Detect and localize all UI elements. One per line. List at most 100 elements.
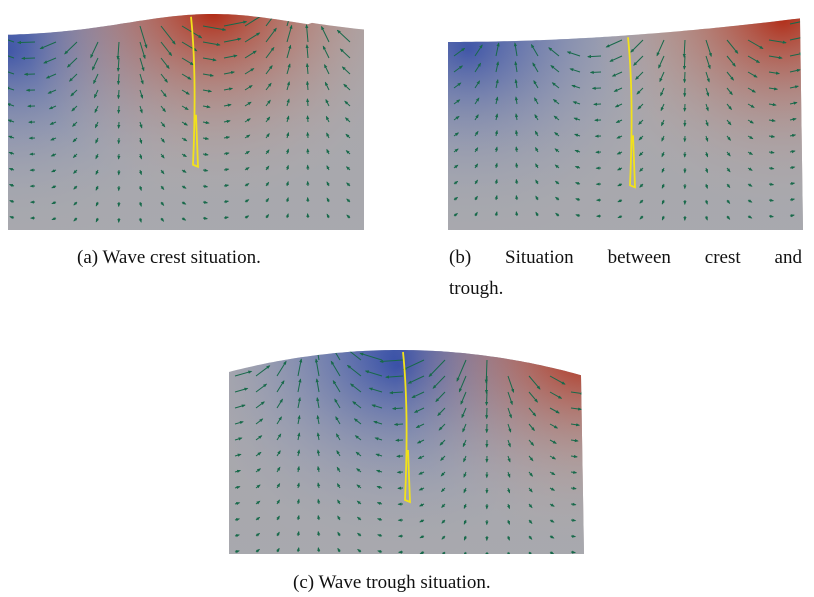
velocity-arrow: [330, 360, 341, 377]
velocity-arrow: [587, 54, 602, 59]
velocity-arrow: [325, 98, 330, 107]
velocity-arrow: [514, 113, 519, 121]
velocity-arrow: [506, 551, 510, 554]
velocity-arrow: [630, 39, 644, 53]
velocity-arrow: [296, 465, 300, 473]
velocity-arrow: [768, 55, 783, 60]
velocity-arrow: [181, 105, 189, 111]
velocity-arrow: [8, 70, 15, 75]
velocity-arrow: [589, 70, 602, 74]
velocity-arrow: [326, 132, 330, 139]
velocity-arrow: [515, 178, 519, 185]
velocity-arrow: [202, 120, 210, 125]
velocity-arrow: [507, 423, 512, 433]
velocity-arrow: [51, 216, 57, 221]
velocity-arrow: [419, 535, 425, 539]
velocity-arrow: [554, 131, 560, 137]
velocity-arrow: [789, 182, 796, 186]
flow-field: [229, 350, 584, 554]
velocity-arrow: [255, 516, 261, 521]
velocity-arrow: [296, 530, 300, 537]
velocity-arrow: [415, 423, 425, 429]
velocity-arrow: [507, 487, 511, 494]
velocity-arrow: [705, 39, 712, 58]
velocity-arrow: [528, 519, 533, 525]
velocity-arrow: [554, 148, 560, 153]
velocity-arrow: [342, 350, 362, 361]
velocity-arrow: [317, 482, 321, 489]
velocity-arrow: [636, 87, 644, 95]
velocity-arrow: [474, 114, 479, 121]
velocity-arrow: [528, 535, 533, 540]
velocity-arrow: [528, 471, 534, 477]
velocity-arrow: [768, 166, 775, 170]
velocity-arrow: [494, 194, 498, 201]
velocity-arrow: [223, 152, 230, 156]
velocity-arrow: [344, 100, 351, 107]
velocity-arrow: [747, 199, 753, 203]
velocity-arrow: [553, 115, 560, 121]
velocity-arrow: [474, 211, 478, 217]
velocity-arrow: [244, 50, 257, 59]
velocity-arrow: [507, 407, 512, 419]
velocity-arrow: [605, 39, 623, 48]
velocity-arrow: [234, 485, 241, 490]
velocity-arrow: [566, 51, 581, 57]
velocity-arrow: [265, 149, 270, 155]
velocity-arrow: [305, 44, 309, 59]
velocity-arrow: [726, 103, 733, 111]
velocity-arrow: [453, 99, 461, 105]
velocity-arrow: [202, 89, 213, 93]
velocity-arrow: [570, 550, 576, 554]
velocity-arrow: [747, 215, 753, 219]
velocity-arrow: [661, 151, 665, 158]
velocity-arrow: [474, 195, 478, 201]
velocity-arrow: [726, 55, 736, 67]
velocity-arrow: [9, 200, 15, 204]
velocity-arrow: [704, 183, 708, 190]
velocity-arrow: [202, 41, 221, 47]
velocity-arrow: [255, 451, 262, 457]
velocity-arrow: [234, 502, 241, 506]
velocity-arrow: [334, 398, 341, 409]
velocity-arrow: [617, 183, 623, 187]
velocity-arrow: [639, 183, 644, 188]
velocity-arrow: [93, 89, 99, 99]
velocity-arrow: [202, 25, 227, 32]
velocity-arrow: [356, 484, 362, 489]
velocity-arrow: [265, 82, 272, 91]
velocity-arrow: [571, 84, 581, 89]
velocity-arrow: [276, 499, 280, 505]
velocity-arrow: [255, 468, 262, 473]
velocity-arrow: [321, 25, 330, 43]
velocity-arrow: [530, 43, 539, 57]
velocity-arrow: [344, 117, 351, 123]
velocity-arrow: [789, 101, 798, 105]
velocity-arrow: [8, 151, 15, 155]
velocity-arrow: [574, 133, 581, 137]
velocity-arrow: [705, 151, 709, 158]
velocity-arrow: [484, 359, 488, 384]
velocity-arrow: [296, 547, 300, 553]
velocity-arrow: [139, 57, 145, 72]
velocity-arrow: [139, 137, 143, 145]
velocity-arrow: [336, 466, 341, 473]
velocity-arrow: [345, 150, 351, 155]
velocity-arrow: [385, 375, 404, 379]
velocity-arrow: [554, 164, 560, 169]
velocity-arrow: [296, 514, 300, 521]
velocity-arrow: [507, 439, 511, 448]
velocity-arrow: [515, 194, 519, 201]
velocity-arrow: [337, 499, 341, 505]
velocity-arrow: [346, 198, 351, 203]
velocity-arrow: [95, 185, 99, 191]
velocity-arrow: [726, 183, 731, 189]
velocity-arrow: [389, 391, 404, 395]
caption-c: (c) Wave trough situation.: [293, 572, 491, 593]
velocity-arrow: [768, 134, 776, 138]
velocity-arrow: [460, 391, 467, 405]
velocity-arrow: [43, 57, 57, 64]
velocity-arrow: [573, 117, 581, 121]
velocity-arrow: [324, 63, 330, 75]
velocity-arrow: [306, 98, 310, 107]
